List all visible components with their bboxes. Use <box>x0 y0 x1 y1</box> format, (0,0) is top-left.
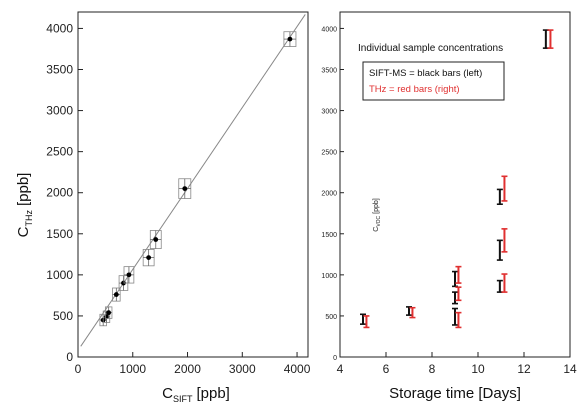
error-bar-sift-ms <box>496 279 503 293</box>
left-x-tick-label: 2000 <box>174 362 201 376</box>
left-plot-frame <box>77 11 309 358</box>
fit-line <box>80 14 306 347</box>
left-y-tick-label: 2500 <box>46 145 73 159</box>
marker <box>113 292 119 297</box>
marker <box>126 272 132 278</box>
left-y-tick-label: 4000 <box>46 21 73 35</box>
legend-entry-thz: THz = red bars (right) <box>369 84 460 95</box>
error-bar-sift-ms <box>542 29 549 49</box>
right-x-ticks: 4 6 8 10 12 14 <box>337 352 577 376</box>
error-bar-thz <box>409 306 416 319</box>
right-x-tick-label: 8 <box>429 362 436 376</box>
svg-text:CVOC[ppb]: CVOC[ppb] <box>373 198 382 232</box>
right-x-tick-label: 14 <box>563 362 577 376</box>
right-error-bars <box>360 29 554 329</box>
left-y-tick-label: 1500 <box>46 227 73 241</box>
marker <box>106 310 112 316</box>
data-point <box>112 287 121 302</box>
left-x-label-sub: SIFT <box>173 394 193 404</box>
right-y-tick-label: 3000 <box>321 109 337 116</box>
right-y-tick-label: 2500 <box>321 150 337 157</box>
error-bar-thz <box>501 175 508 202</box>
left-x-axis-label: CSIFT [ppb] <box>162 385 230 404</box>
right-y-tick-label: 4000 <box>321 26 337 33</box>
right-y-axis-label: CVOC[ppb] <box>373 198 382 232</box>
left-data-points <box>99 31 297 327</box>
right-y-tick-label: 1000 <box>321 273 337 280</box>
legend-entry-sift: SIFT-MS = black bars (left) <box>369 68 482 79</box>
left-y-tick-label: 3500 <box>46 63 73 77</box>
error-bar-thz <box>501 228 508 253</box>
left-y-tick-label: 0 <box>66 350 73 364</box>
right-y-label-unit: [ppb] <box>373 198 380 214</box>
marker <box>153 237 159 242</box>
left-x-tick-label: 3000 <box>229 362 256 376</box>
data-point <box>149 230 162 249</box>
right-plot-frame <box>339 11 571 358</box>
right-x-tick-label: 4 <box>337 362 344 376</box>
left-chart: 0 1000 2000 3000 4000 0 500 1000 1500 2000 2500 30… <box>15 11 311 404</box>
error-bar-sift-ms <box>496 239 503 261</box>
left-x-tick-label: 4000 <box>284 362 311 376</box>
svg-text:CTHz[ppb]: CTHz [ppb] <box>15 173 34 238</box>
left-y-ticks: 0 500 1000 1500 2000 2500 3000 3500 4000 <box>46 21 83 364</box>
left-x-label-main: C <box>162 385 173 402</box>
left-x-tick-label: 0 <box>75 362 82 376</box>
left-y-tick-label: 3000 <box>46 104 73 118</box>
data-point <box>283 31 297 47</box>
right-y-tick-label: 0 <box>333 355 337 362</box>
error-bar-sift-ms <box>452 307 458 326</box>
marker <box>287 36 293 42</box>
right-x-tick-label: 12 <box>517 362 531 376</box>
left-y-tick-label: 1000 <box>46 268 73 282</box>
error-bar-sift-ms <box>496 188 503 206</box>
right-y-ticks: 0 500 1000 1500 2000 2500 3000 3500 4000 <box>321 26 344 362</box>
data-point <box>104 306 113 319</box>
right-x-tick-label: 6 <box>383 362 390 376</box>
marker <box>121 280 126 286</box>
error-bar-sift-ms <box>360 313 366 325</box>
data-point <box>123 266 135 284</box>
left-y-tick-label: 500 <box>53 309 73 323</box>
error-bar-thz <box>501 273 508 293</box>
data-point <box>142 248 155 267</box>
error-bar-thz <box>363 315 370 329</box>
svg-text:CSIFT[ppb]: CSIFT [ppb] <box>162 385 230 404</box>
error-bar-sift-ms <box>452 291 458 305</box>
right-y-tick-label: 2000 <box>321 191 337 198</box>
error-bar-thz <box>547 29 554 49</box>
left-x-ticks: 0 1000 2000 3000 4000 <box>75 352 311 376</box>
marker <box>182 186 188 192</box>
right-x-axis-label: Storage time [Days] <box>389 385 521 402</box>
left-y-axis-label: CTHz [ppb] <box>15 173 34 238</box>
error-bar-thz <box>455 286 462 302</box>
left-y-tick-label: 2000 <box>46 186 73 200</box>
right-y-label-main: C <box>373 227 380 232</box>
error-bar-sift-ms <box>406 306 412 316</box>
error-bar-thz <box>455 311 462 329</box>
right-x-tick-label: 10 <box>471 362 485 376</box>
annotation-text: Individual sample concentrations <box>358 43 503 54</box>
left-x-label-unit: [ppb] <box>196 385 229 402</box>
legend-box <box>362 61 505 101</box>
marker <box>146 255 152 261</box>
right-y-tick-label: 500 <box>325 314 337 321</box>
right-y-tick-label: 3500 <box>321 68 337 75</box>
error-bar-thz <box>455 265 462 284</box>
error-bar-sift-ms <box>452 270 458 288</box>
right-chart: 4 6 8 10 12 14 0 500 1000 1500 2000 2500 3000 3500 40… <box>321 11 577 402</box>
right-y-tick-label: 1500 <box>321 232 337 239</box>
left-y-label-sub: THz <box>24 210 34 227</box>
right-y-label-sub: VOC <box>376 215 382 226</box>
left-y-label-unit: [ppb] <box>15 173 32 206</box>
legend: SIFT-MS = black bars (left) THz = red ba… <box>362 61 505 101</box>
left-x-tick-label: 1000 <box>119 362 146 376</box>
data-point <box>178 178 192 199</box>
left-y-label-main: C <box>15 226 32 237</box>
